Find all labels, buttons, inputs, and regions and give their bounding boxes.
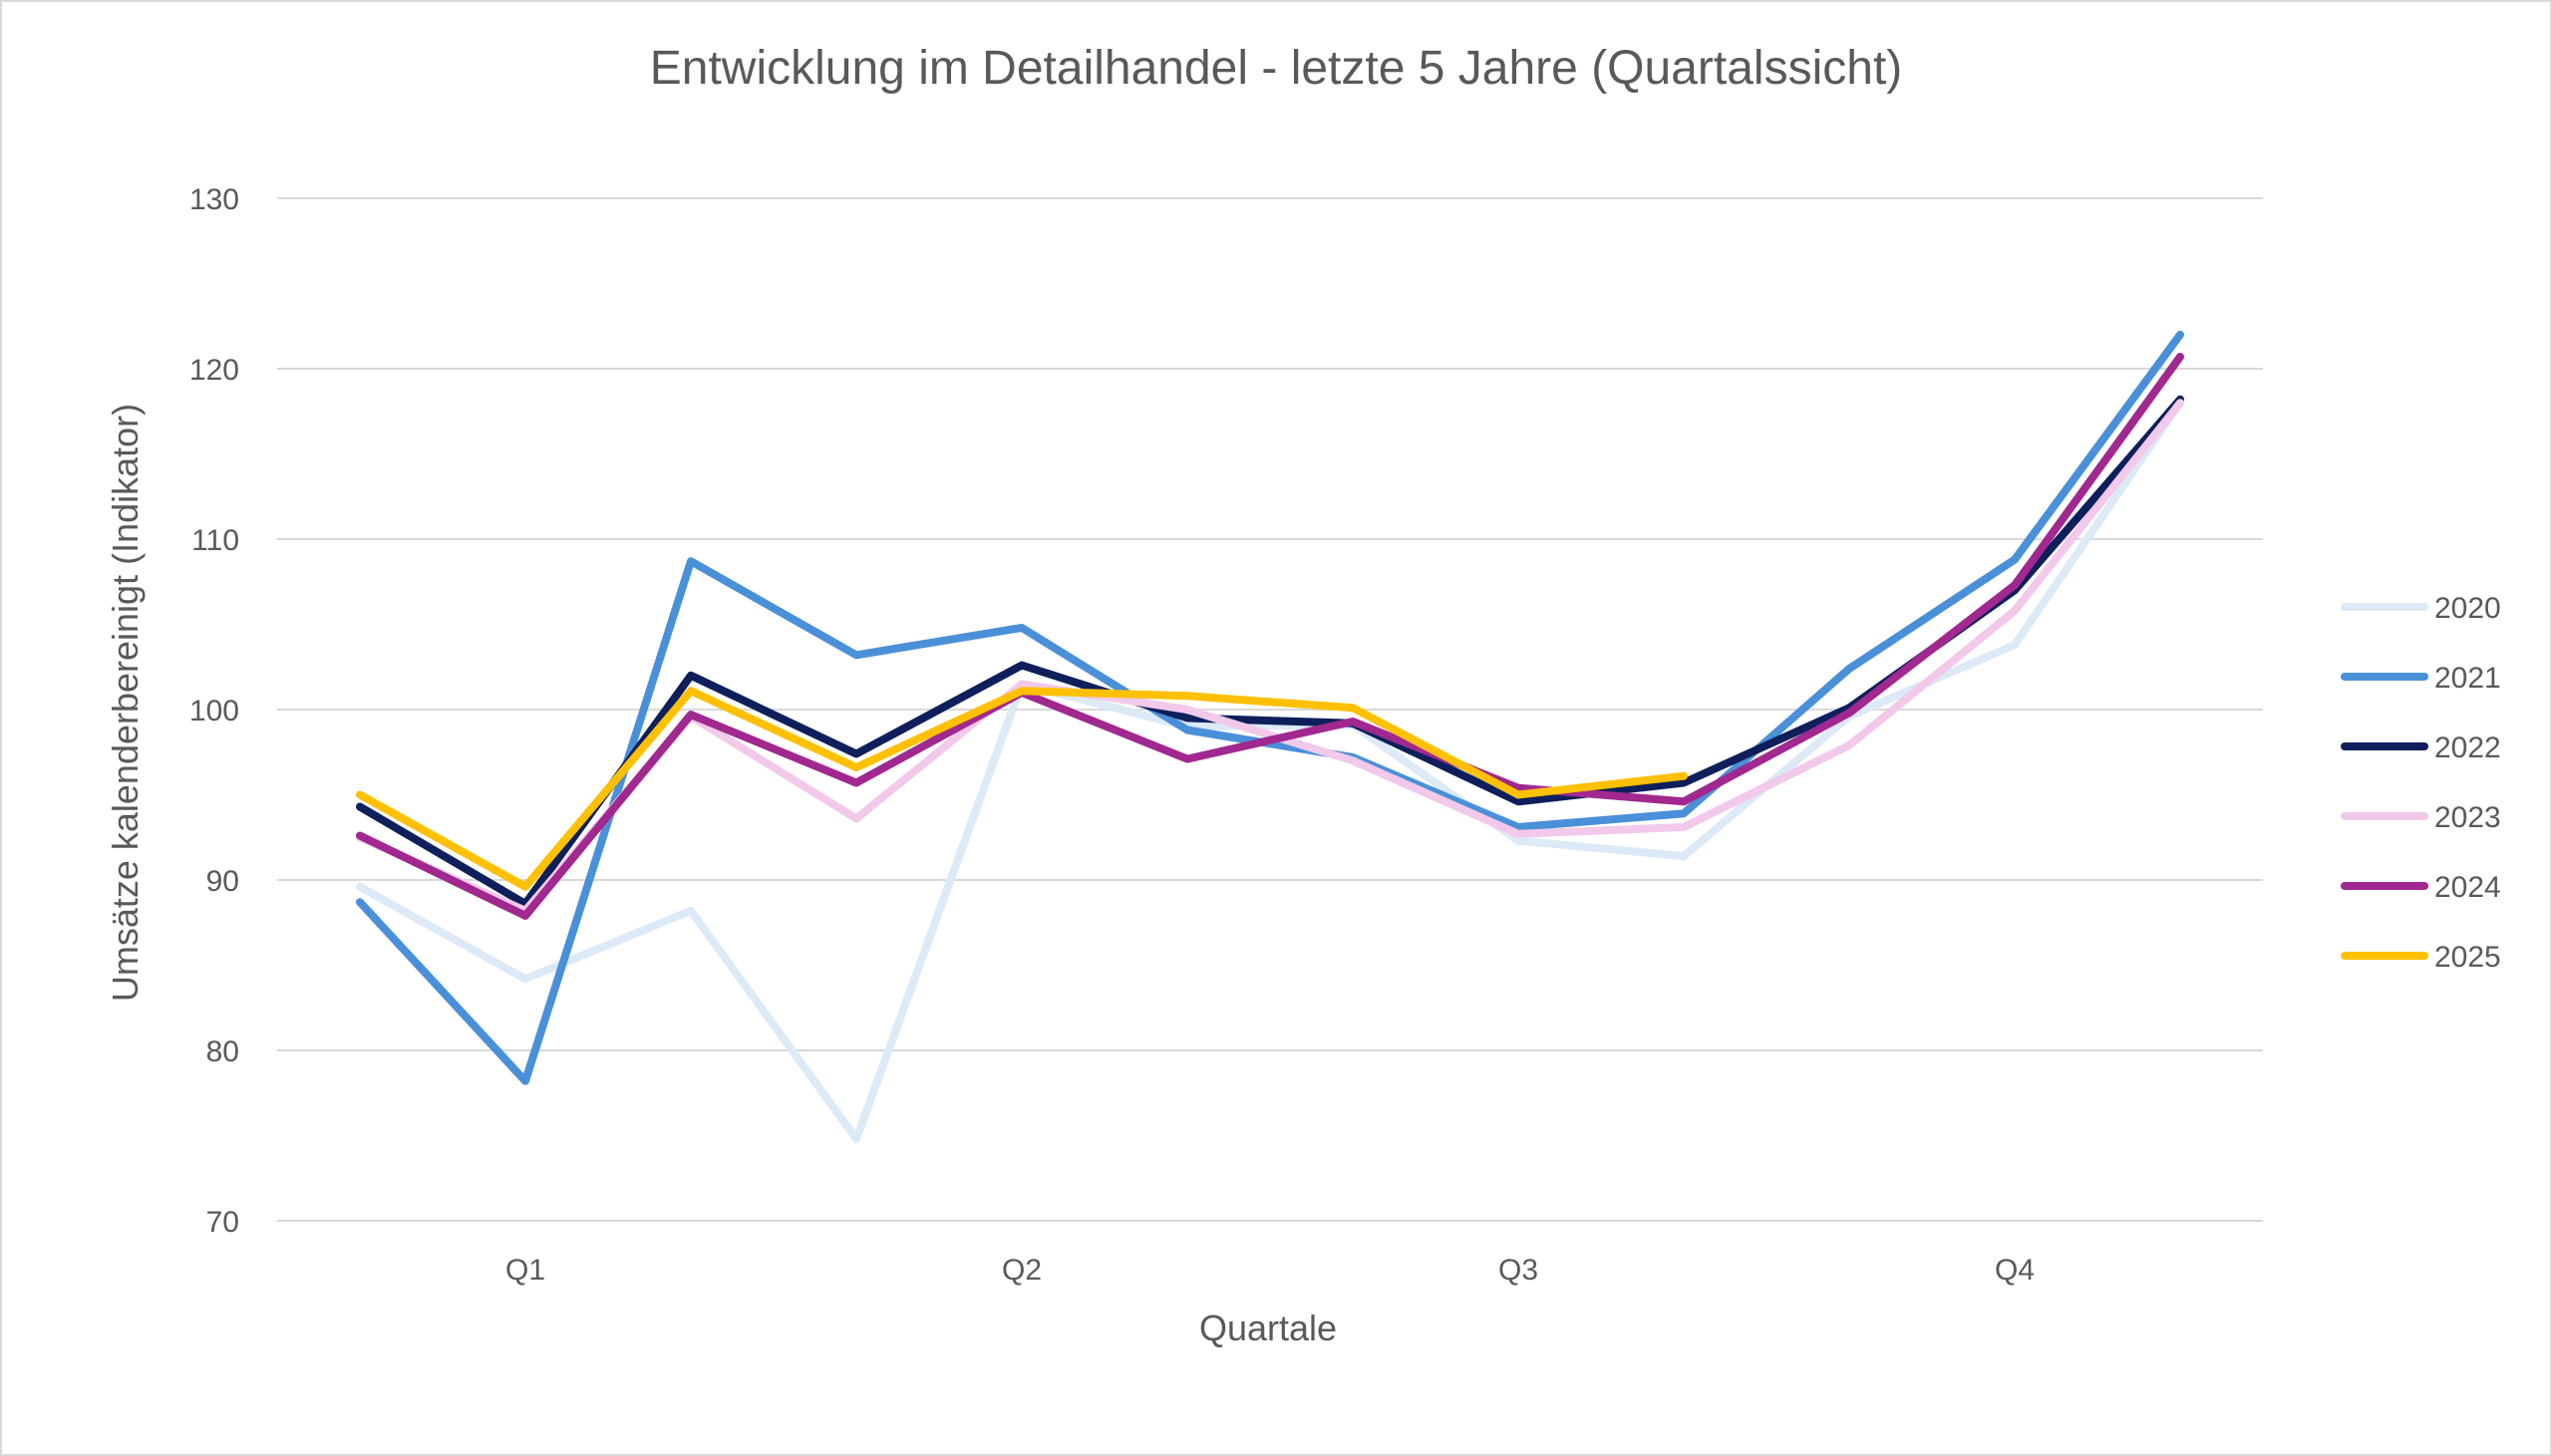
x-tick-label: Q2 bbox=[1002, 1254, 1042, 1287]
x-tick-label: Q4 bbox=[1995, 1254, 2035, 1287]
x-axis-label: Quartale bbox=[1199, 1308, 1337, 1348]
x-axis-ticks: Q1 Q2 Q3 Q4 bbox=[505, 1254, 2035, 1287]
series-line-2020 bbox=[356, 399, 2184, 1143]
y-tick-label: 110 bbox=[191, 524, 239, 557]
y-tick-label: 100 bbox=[189, 695, 239, 728]
chart-title: Entwicklung im Detailhandel - letzte 5 J… bbox=[650, 42, 1903, 95]
series-line-2022 bbox=[356, 395, 2184, 908]
x-tick-label: Q3 bbox=[1498, 1254, 1538, 1287]
legend-label-2024: 2024 bbox=[2434, 871, 2501, 904]
series-line-2025 bbox=[356, 687, 1688, 891]
series-line-2023 bbox=[356, 399, 2184, 915]
series-lines bbox=[356, 330, 2184, 1143]
gridlines bbox=[277, 197, 2263, 1222]
y-tick-label: 90 bbox=[206, 865, 239, 898]
legend-label-2021: 2021 bbox=[2434, 662, 2501, 695]
y-tick-label: 120 bbox=[189, 354, 239, 387]
x-tick-label: Q1 bbox=[505, 1254, 545, 1287]
y-tick-label: 80 bbox=[206, 1035, 239, 1068]
series-line-2021 bbox=[356, 330, 2184, 1085]
y-tick-label: 70 bbox=[206, 1206, 239, 1239]
legend-label-2025: 2025 bbox=[2434, 941, 2501, 974]
y-axis-ticks: 70 80 90 100 110 120 130 bbox=[189, 183, 239, 1239]
legend-label-2020: 2020 bbox=[2434, 592, 2501, 625]
series-line-2024 bbox=[356, 353, 2184, 920]
legend-label-2023: 2023 bbox=[2434, 801, 2501, 834]
legend: 2020 2021 2022 2023 2024 2025 bbox=[2341, 592, 2501, 974]
legend-label-2022: 2022 bbox=[2434, 731, 2501, 764]
y-axis-label: Umsätze kalenderbereinigt (Indikator) bbox=[105, 404, 146, 1002]
y-tick-label: 130 bbox=[189, 183, 239, 216]
